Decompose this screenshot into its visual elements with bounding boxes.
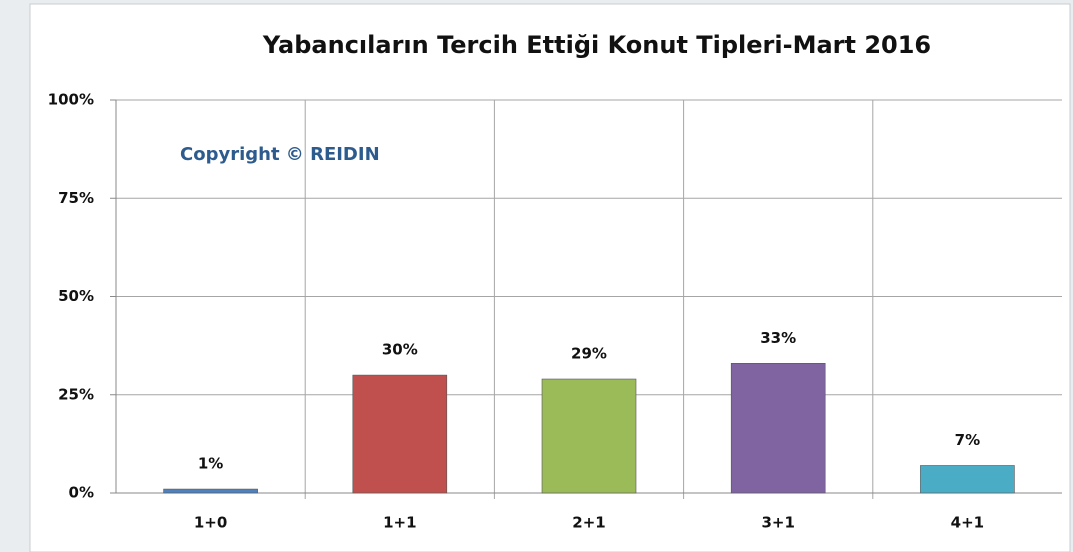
data-label: 7% bbox=[955, 431, 980, 449]
x-tick-label: 2+1 bbox=[572, 514, 605, 532]
data-label: 30% bbox=[382, 341, 418, 359]
data-label: 33% bbox=[760, 329, 796, 347]
data-label: 1% bbox=[198, 455, 223, 473]
x-tick-label: 4+1 bbox=[951, 514, 984, 532]
y-tick-label: 25% bbox=[58, 385, 94, 403]
x-tick-label: 1+1 bbox=[383, 514, 416, 532]
y-tick-label: 100% bbox=[48, 91, 94, 109]
x-tick-label: 1+0 bbox=[194, 514, 227, 532]
bar bbox=[920, 465, 1015, 494]
bar bbox=[352, 374, 448, 494]
y-tick-label: 0% bbox=[69, 484, 94, 502]
chart-title: Yabancıların Tercih Ettiği Konut Tipleri… bbox=[262, 31, 931, 59]
annotation: Copyright © REIDIN bbox=[180, 144, 380, 165]
data-label: 29% bbox=[571, 345, 607, 363]
y-tick-label: 50% bbox=[58, 287, 94, 305]
bar bbox=[541, 378, 637, 494]
x-tick-label: 3+1 bbox=[761, 514, 794, 532]
bar bbox=[163, 488, 258, 494]
bar bbox=[730, 363, 826, 494]
y-tick-label: 75% bbox=[58, 189, 94, 207]
